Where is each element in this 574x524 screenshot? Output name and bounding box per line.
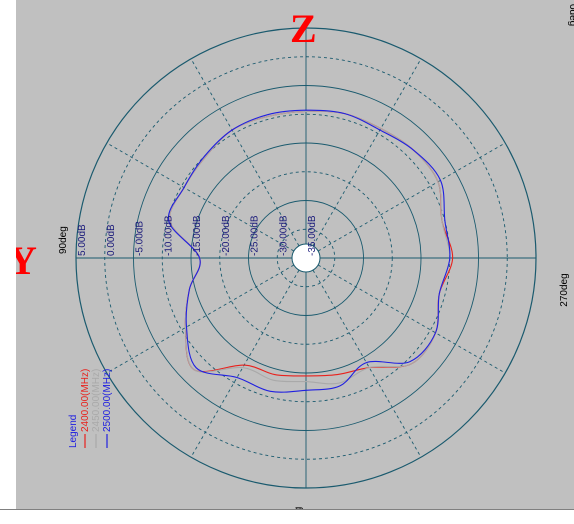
radial-tick-label: -20.00dB — [221, 215, 232, 256]
polar-chart: 5.00dB 0.00dB -5.00dB -10.00dB -15.00dB -20.0… — [16, 4, 574, 509]
radial-tick-label: -5.00dB — [135, 221, 146, 256]
radial-tick-label: 0.00dB — [106, 224, 117, 256]
grid-spoke — [312, 58, 422, 247]
series-layer — [167, 109, 454, 393]
legend-entry-1: 2400.00(MHz) — [80, 369, 91, 432]
angle-label-180: 180deg — [293, 507, 304, 509]
angle-label-270: 270deg — [559, 273, 570, 306]
series-line-3 — [167, 109, 451, 393]
radial-tick-label: -25.00dB — [250, 215, 261, 256]
axis-letter-y: Y — [16, 238, 37, 283]
radial-tick-label: -30.00dB — [278, 215, 289, 256]
grid-spoke — [317, 142, 506, 252]
grid-spoke — [106, 264, 295, 374]
axis-letter-z: Z — [290, 6, 317, 51]
angle-label-90: 90deg — [58, 226, 69, 254]
label-layer: 5.00dB 0.00dB -5.00dB -10.00dB -15.00dB -20.0… — [16, 4, 574, 509]
legend-title: Legend — [68, 415, 79, 448]
radial-tick-label: 5.00dB — [77, 224, 88, 256]
angle-label-0: 0deg — [567, 4, 574, 26]
grid-spoke — [106, 142, 295, 252]
polar-grid — [75, 27, 537, 489]
legend-entry-2: 2450.00(MHz) — [91, 369, 102, 432]
radial-tick-label: -10.00dB — [163, 215, 174, 256]
grid-spoke — [190, 58, 300, 247]
radial-tick-label: -35.00dB — [307, 215, 318, 256]
plot-panel: 5.00dB 0.00dB -5.00dB -10.00dB -15.00dB -20.0… — [16, 0, 574, 509]
grid-spoke — [312, 269, 422, 458]
bottom-bar — [0, 509, 574, 524]
grid-spoke — [317, 264, 506, 374]
legend-entry-3: 2500.00(MHz) — [102, 369, 113, 432]
legend: Legend 2400.00(MHz) 2450.00(MHz) 2500.00(MH… — [68, 369, 113, 448]
radial-tick-label: -15.00dB — [192, 215, 203, 256]
grid-spoke — [190, 269, 300, 458]
